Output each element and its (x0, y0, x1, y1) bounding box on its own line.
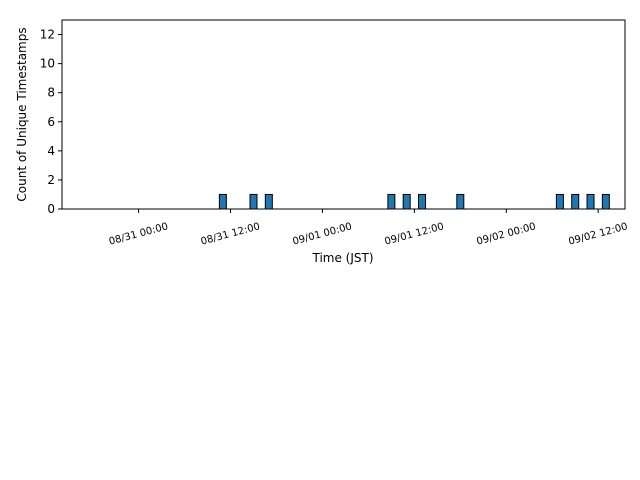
bar (402, 193, 411, 210)
bar (264, 193, 273, 210)
plot-frame (61, 19, 626, 210)
x-axis-title: Time (JST) (311, 251, 373, 265)
bar (387, 193, 396, 210)
y-tick-label: 10 (40, 57, 55, 71)
bar (218, 193, 227, 210)
bar (456, 193, 465, 210)
y-tick-label: 0 (47, 202, 55, 216)
bar (571, 193, 580, 210)
y-tick-label: 6 (47, 115, 55, 129)
y-axis-title: Count of Unique Timestamps (15, 27, 29, 201)
y-tick-label: 4 (47, 144, 55, 158)
bar (586, 193, 595, 210)
y-axis: 0 2 4 6 8 10 12 (40, 28, 62, 216)
bar (418, 193, 427, 210)
y-tick-label: 12 (40, 28, 55, 42)
y-tick-label: 8 (47, 86, 55, 100)
bar (249, 193, 258, 210)
bar (555, 193, 564, 210)
y-tick-label: 2 (47, 173, 55, 187)
bar (601, 193, 610, 210)
